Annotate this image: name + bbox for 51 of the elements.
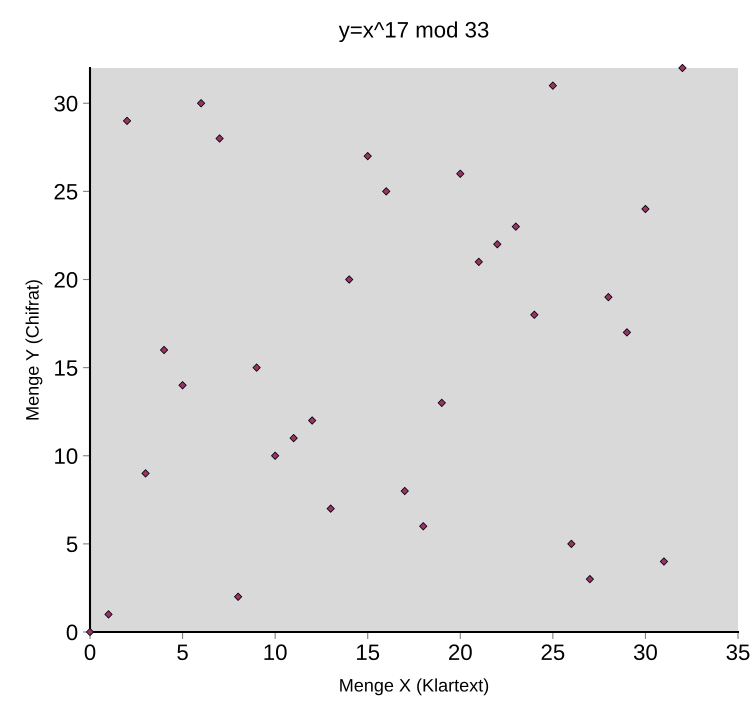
point [456, 170, 464, 178]
point [548, 82, 557, 90]
point [382, 187, 390, 196]
y-tick-label: 30 [54, 96, 78, 112]
point [438, 398, 446, 407]
point [122, 116, 132, 125]
x-tick-label: 0 [84, 644, 96, 660]
point [419, 522, 428, 530]
point [326, 504, 335, 513]
x-tick-label: 25 [542, 644, 564, 660]
point [567, 540, 576, 548]
point [622, 328, 632, 336]
y-tick-label: 10 [55, 448, 78, 464]
point [678, 64, 687, 72]
x-tick-label: 35 [726, 644, 750, 660]
point [604, 293, 612, 302]
point [660, 557, 668, 566]
x-tick-label: 5 [177, 644, 188, 660]
point [364, 152, 372, 160]
point [196, 99, 206, 108]
point [252, 364, 261, 372]
point [271, 452, 280, 460]
point [86, 628, 94, 636]
y-tick-label: 25 [54, 184, 78, 200]
point [178, 381, 187, 390]
x-tick-label: 15 [357, 644, 380, 660]
point [530, 310, 538, 319]
point [586, 575, 594, 584]
y-tick-label: 15 [55, 360, 78, 376]
point [234, 592, 242, 601]
point [400, 486, 409, 496]
point [512, 222, 520, 231]
point [104, 610, 113, 618]
point [160, 346, 168, 354]
point [345, 275, 354, 284]
y-tick-label: 0 [66, 624, 78, 640]
point [141, 469, 150, 478]
x-tick-label: 30 [634, 644, 657, 660]
point [290, 434, 298, 442]
y-axis-title: Menge Y (Chifrat) [26, 280, 42, 420]
y-tick-label: 5 [66, 536, 78, 552]
chart-title: y=x^17 mod 33 [338, 21, 488, 42]
point [641, 204, 650, 214]
point [308, 416, 316, 425]
y-tick-label: 20 [54, 272, 78, 288]
point [216, 134, 224, 143]
x-tick-label: 10 [264, 644, 287, 660]
x-axis-title: Menge X (Klartext) [340, 678, 488, 696]
point [493, 240, 502, 248]
point [474, 258, 483, 266]
x-tick-label: 20 [449, 644, 472, 660]
